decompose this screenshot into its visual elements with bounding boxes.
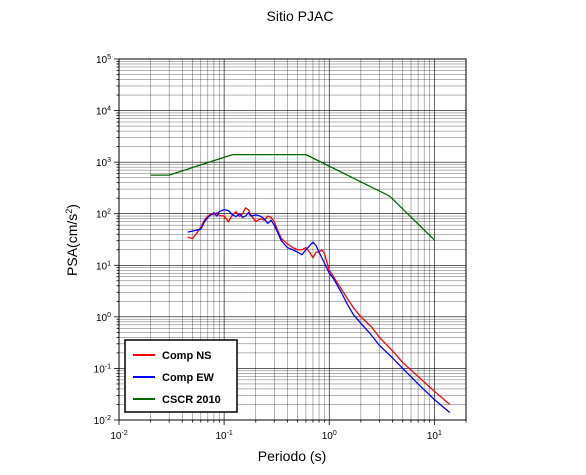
x-axis-label: Periodo (s): [258, 448, 326, 464]
legend-label-comp-ew: Comp EW: [162, 372, 215, 384]
series-line-comp-ew: [187, 208, 451, 413]
y-tick-label: 104: [96, 106, 111, 118]
x-tick-base: 10: [322, 431, 334, 442]
y-tick-label: 100: [96, 312, 111, 324]
x-tick-exp: 0: [333, 430, 337, 437]
y-tick-label: 101: [96, 260, 111, 272]
y-tick-base: 10: [96, 313, 108, 324]
x-tick-base: 10: [215, 431, 227, 442]
x-tick-exp: 1: [438, 430, 442, 437]
y-tick-exp: 3: [107, 157, 111, 164]
x-tick-exp: -2: [121, 430, 127, 437]
y-axis-label: PSA(cm/s2): [64, 204, 80, 276]
legend-label-comp-ns: Comp NS: [162, 350, 212, 362]
y-tick-base: 10: [96, 158, 108, 169]
y-axis-label-main: PSA(cm/s: [64, 214, 80, 276]
y-axis-label-close: ): [64, 204, 80, 209]
y-tick-base: 10: [96, 261, 108, 272]
y-tick-base: 10: [94, 416, 106, 427]
y-tick-exp: 0: [107, 312, 111, 319]
x-tick-base: 10: [427, 431, 439, 442]
y-tick-exp: 4: [107, 106, 111, 113]
x-tick-exp: -1: [227, 430, 233, 437]
legend: Comp NS Comp EW CSCR 2010: [124, 339, 238, 413]
series-line-cscr-2010: [150, 153, 435, 241]
chart-title: Sitio PJAC: [267, 8, 334, 24]
x-tick-label: 101: [427, 430, 442, 442]
x-tick-base: 10: [110, 431, 122, 442]
y-tick-label: 103: [96, 157, 111, 169]
series-layer: [150, 153, 451, 413]
y-tick-base: 10: [96, 55, 108, 66]
x-tick-label: 10-1: [215, 430, 232, 442]
y-tick-label: 10-1: [94, 363, 111, 375]
y-tick-base: 10: [96, 107, 108, 118]
y-tick-label: 10-2: [94, 415, 111, 427]
grid-lines: [118, 58, 467, 421]
y-tick-label: 102: [96, 209, 111, 221]
legend-label-cscr-2010: CSCR 2010: [162, 394, 221, 406]
y-tick-base: 10: [94, 364, 106, 375]
y-tick-base: 10: [96, 210, 108, 221]
plot-frame: [118, 58, 467, 421]
y-tick-exp: 5: [107, 54, 111, 61]
y-tick-exp: -1: [105, 363, 111, 370]
y-axis-label-sup: 2: [64, 209, 74, 214]
x-tick-label: 10-2: [110, 430, 127, 442]
y-tick-exp: -2: [105, 415, 111, 422]
y-tick-exp: 2: [107, 209, 111, 216]
y-tick-exp: 1: [107, 260, 111, 267]
x-tick-label: 100: [322, 430, 337, 442]
y-tick-label: 105: [96, 54, 111, 66]
